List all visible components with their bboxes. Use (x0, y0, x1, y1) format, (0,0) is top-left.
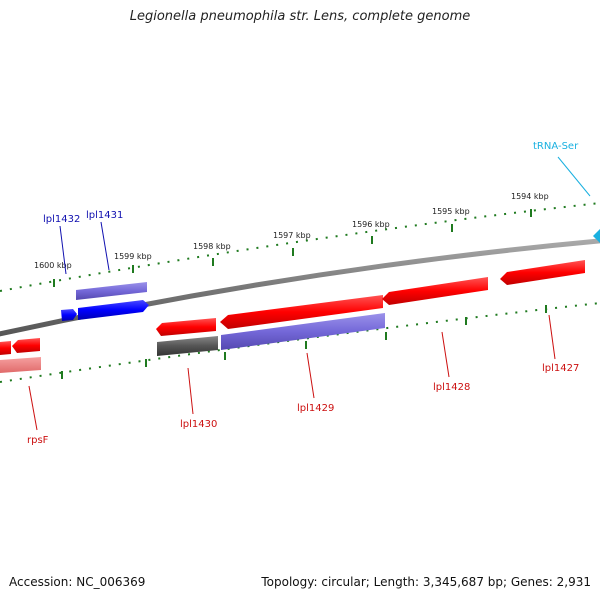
scale-label-1596kbp: 1596 kbp (352, 220, 390, 229)
gene-lpl1430-top-feature[interactable] (156, 318, 216, 336)
gene-lpl1431-feature[interactable] (76, 282, 147, 300)
rpsf-leader (28, 385, 38, 431)
gene-rpsf-feature[interactable] (0, 357, 41, 373)
gene-trna-ser-feature[interactable] (593, 229, 600, 243)
scale-label-1595kbp: 1595 kbp (432, 207, 470, 216)
lpl1428-leader (441, 331, 450, 378)
gene-label-lpl1429[interactable]: lpl1429 (297, 403, 334, 414)
gene-lpl1429-feature[interactable] (221, 313, 385, 350)
gene-label-lpl1431[interactable]: lpl1431 (86, 210, 123, 221)
gene-left-red-edge-feature[interactable] (0, 341, 11, 355)
outer-major-ticks (53, 209, 532, 287)
gene-lpl1431-blue-feature[interactable] (78, 300, 149, 320)
inner-scale-arc (0, 302, 600, 383)
lpl1430-leader (187, 367, 194, 415)
scale-label-1594kbp: 1594 kbp (511, 192, 549, 201)
inner-major-ticks (61, 305, 547, 379)
gene-lpl1429-top-feature[interactable] (220, 295, 383, 329)
gene-lpl1430-feature[interactable] (157, 336, 218, 356)
scale-label-1599kbp: 1599 kbp (114, 252, 152, 261)
scale-label-1597kbp: 1597 kbp (273, 231, 311, 240)
trna-ser-leader (557, 156, 591, 197)
genome-backbone (0, 238, 600, 337)
lpl1431-leader (100, 221, 110, 271)
scale-label-1600kbp: 1600 kbp (34, 261, 72, 270)
gene-label-lpl1427[interactable]: lpl1427 (542, 363, 579, 374)
gene-lpl1427-top-feature[interactable] (500, 260, 585, 285)
gene-label-lpl1432[interactable]: lpl1432 (43, 214, 80, 225)
outer-scale-arc (0, 202, 600, 292)
scale-label-1598kbp: 1598 kbp (193, 242, 231, 251)
gene-left-red-feature[interactable] (12, 338, 40, 353)
genome-summary-text: Topology: circular; Length: 3,345,687 bp… (261, 575, 591, 589)
gene-label-rpsf[interactable]: rpsF (27, 435, 49, 446)
page-title: Legionella pneumophila str. Lens, comple… (129, 9, 471, 24)
lpl1432-leader (59, 225, 67, 275)
gene-label-trna-ser[interactable]: tRNA-Ser (533, 141, 579, 152)
lpl1429-leader (306, 352, 315, 399)
gene-lpl1432-feature[interactable] (61, 309, 77, 321)
gene-label-lpl1428[interactable]: lpl1428 (433, 382, 470, 393)
accession-text: Accession: NC_006369 (9, 575, 146, 589)
gene-label-lpl1430[interactable]: lpl1430 (180, 419, 217, 430)
lpl1427-leader (548, 314, 556, 360)
gene-lpl1428-top-feature[interactable] (382, 277, 488, 305)
